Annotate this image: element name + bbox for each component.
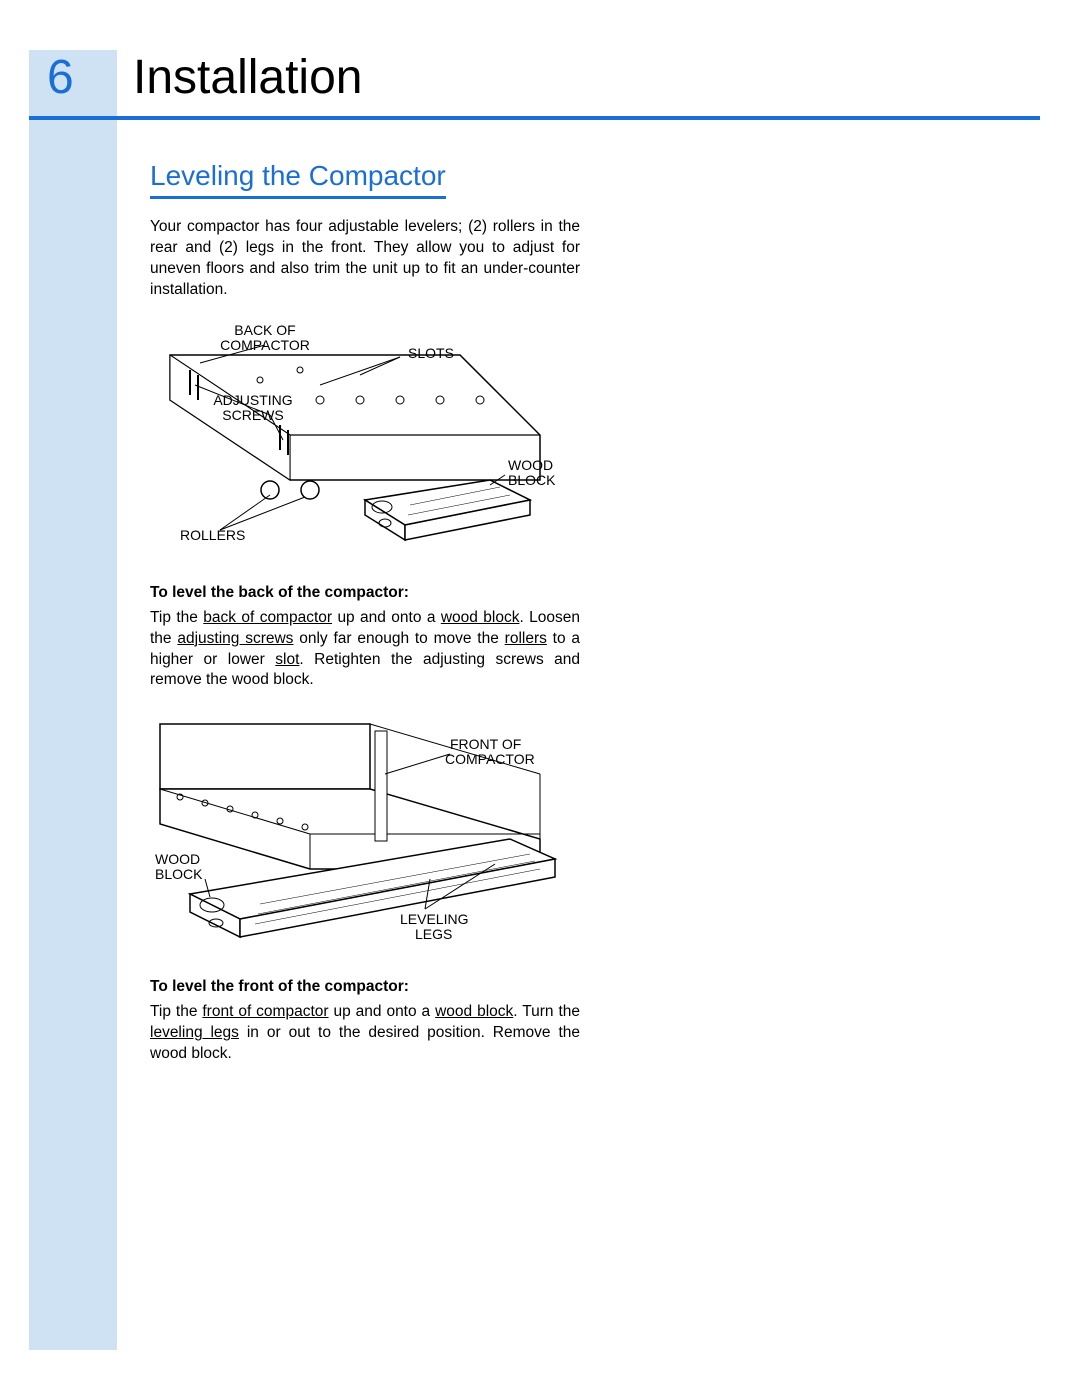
back-body-text: Tip the back of compactor up and onto a …: [150, 608, 580, 692]
section-title: Leveling the Compactor: [150, 160, 446, 199]
page-header: 6 Installation: [29, 50, 1040, 112]
label-front-l2: COMPACTOR: [445, 751, 535, 767]
page: 6 Installation Leveling the Compactor Yo…: [0, 0, 1080, 1397]
label-wood-front: WOOD: [155, 851, 200, 867]
t: front of compactor: [202, 1003, 328, 1020]
t: up and onto a: [332, 609, 441, 626]
t: Tip the: [150, 1003, 202, 1020]
front-subheading: To level the front of the compactor:: [150, 978, 580, 996]
t: slot: [275, 651, 299, 668]
t: leveling legs: [150, 1024, 239, 1041]
front-body-text: Tip the front of compactor up and onto a…: [150, 1002, 580, 1065]
label-wood: WOOD: [508, 457, 553, 473]
page-number: 6: [47, 50, 74, 105]
t: rollers: [505, 630, 547, 647]
t: up and onto a: [329, 1003, 436, 1020]
label-front-l1: FRONT OF: [450, 736, 521, 752]
label-screws: SCREWS: [222, 407, 283, 423]
header-rule: [29, 116, 1040, 120]
label-block: BLOCK: [508, 472, 556, 488]
label-rollers: ROLLERS: [180, 527, 245, 543]
back-subheading: To level the back of the compactor:: [150, 584, 580, 602]
content-column: Leveling the Compactor Your compactor ha…: [150, 160, 580, 1087]
diagram-front-of-compactor: FRONT OF COMPACTOR WOOD BLOCK LEVELING L…: [150, 719, 560, 959]
label-slots: SLOTS: [408, 345, 454, 361]
t: wood block: [435, 1003, 513, 1020]
diagram-back-of-compactor: BACK OF COMPACTOR SLOTS ADJUSTING SCREWS…: [150, 325, 560, 565]
t: back of compactor: [203, 609, 332, 626]
label-block-front: BLOCK: [155, 866, 203, 882]
side-band: [29, 50, 117, 1350]
label-adjusting: ADJUSTING: [213, 392, 292, 408]
t: . Turn the: [513, 1003, 580, 1020]
section-intro: Your compactor has four adjustable level…: [150, 217, 580, 301]
label-leveling: LEVELING: [400, 911, 468, 927]
t: wood block: [441, 609, 520, 626]
page-title: Installation: [133, 50, 362, 105]
label-legs: LEGS: [415, 926, 452, 942]
t: only far enough to move the: [293, 630, 504, 647]
label-back-of-compactor-l2: COMPACTOR: [220, 337, 310, 353]
t: Tip the: [150, 609, 203, 626]
t: adjusting screws: [177, 630, 293, 647]
